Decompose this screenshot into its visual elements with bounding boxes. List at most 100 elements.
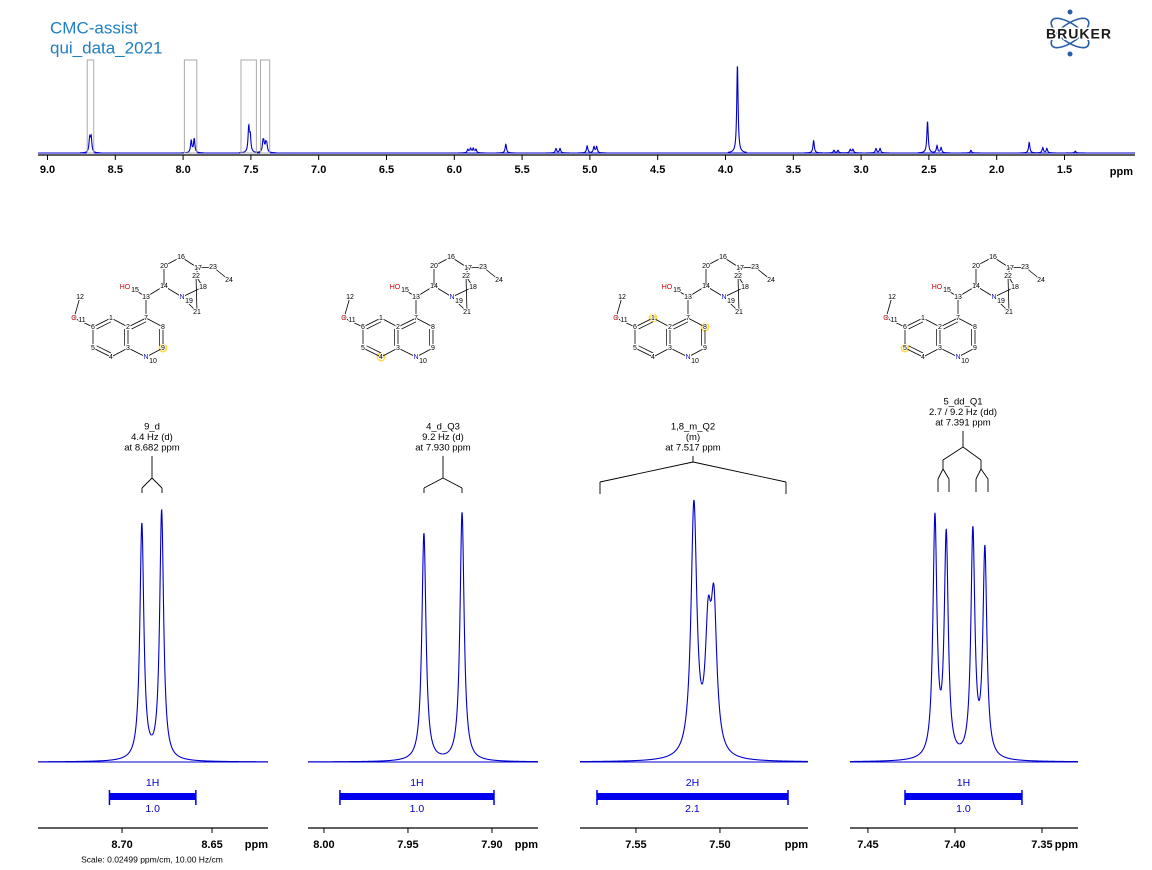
bond — [993, 296, 1010, 313]
peak — [546, 147, 559, 154]
x-tick-label: 5.5 — [514, 164, 529, 176]
bond — [993, 286, 1016, 298]
atom-label: 20 — [702, 263, 710, 270]
bond — [904, 317, 924, 328]
atom-label: HO — [662, 284, 673, 291]
atom-label: 21 — [463, 309, 471, 316]
peak — [590, 145, 596, 153]
bond — [465, 275, 474, 288]
bond — [975, 256, 994, 267]
atom-label: O — [341, 315, 347, 322]
bond — [652, 317, 671, 328]
peak — [1035, 146, 1045, 154]
x-axis-label: ppm — [515, 839, 538, 851]
atom-label: 13 — [142, 294, 150, 301]
multiplet-shift: at 8.682 ppm — [124, 443, 180, 454]
atom-label: 1 — [651, 315, 655, 322]
x-tick-label: 7.50 — [709, 839, 730, 851]
atom-label: 2 — [396, 324, 400, 331]
atom-label: 8 — [703, 324, 707, 331]
atom-label: 1 — [379, 315, 383, 322]
bond — [450, 256, 469, 269]
atom-label: 16 — [177, 254, 185, 261]
atom-label: 2 — [668, 324, 672, 331]
bond — [380, 347, 399, 358]
multiplet-tree — [423, 477, 444, 489]
bond — [676, 289, 689, 298]
bond — [127, 347, 147, 358]
bond — [669, 317, 689, 328]
integral-bar — [339, 793, 494, 800]
peak — [710, 582, 808, 762]
atom-label: 7 — [414, 315, 418, 322]
bond — [723, 286, 746, 298]
bond — [195, 275, 204, 288]
peak — [961, 149, 981, 154]
atom-label: 19 — [455, 298, 463, 305]
bond — [669, 347, 689, 358]
peak — [557, 147, 570, 154]
bond — [634, 347, 654, 358]
atom-label: 20 — [430, 263, 438, 270]
x-tick-label: 8.70 — [111, 839, 132, 851]
bond — [451, 286, 474, 298]
atom-label: N — [143, 354, 148, 361]
multiplet-tree — [937, 468, 944, 480]
atom-label: 13 — [684, 294, 692, 301]
atom-label: 21 — [735, 309, 743, 316]
atom-label: 21 — [1005, 309, 1013, 316]
integral-nucleus: 1H — [957, 777, 970, 789]
bond — [433, 285, 453, 298]
multiplet-tree — [599, 461, 694, 483]
x-tick-label: 8.0 — [175, 164, 190, 176]
region-box — [86, 59, 95, 154]
x-tick-label: 6.0 — [447, 164, 462, 176]
multiplet-tree — [962, 446, 982, 461]
x-tick-label: 9.0 — [40, 164, 55, 176]
atom-label: 8 — [161, 324, 165, 331]
bond — [908, 345, 924, 354]
bond — [145, 285, 165, 298]
multiplet-tree — [692, 461, 787, 483]
integral-nucleus: 1H — [146, 777, 159, 789]
atom-label: 14 — [702, 283, 710, 290]
bond — [922, 317, 941, 328]
integral-nucleus: 1H — [410, 777, 423, 789]
bond — [96, 321, 112, 330]
atom-label: 7 — [144, 315, 148, 322]
bond — [195, 267, 199, 277]
bond — [397, 317, 417, 328]
atom-label: 3 — [668, 345, 672, 352]
atom-label: 9 — [431, 345, 435, 352]
bond — [134, 289, 147, 298]
logo-orbit — [1050, 17, 1090, 49]
peak — [978, 544, 1078, 763]
x-tick-label: 1.5 — [1057, 164, 1072, 176]
bond — [754, 266, 772, 281]
peak — [580, 499, 702, 763]
atom-label: 4 — [379, 354, 383, 361]
peak — [877, 147, 890, 154]
bond — [343, 317, 364, 328]
peak — [263, 137, 266, 145]
bond — [885, 317, 906, 328]
bond — [433, 256, 452, 267]
atom-label: 12 — [618, 294, 626, 301]
atom-label: O — [883, 315, 889, 322]
atom-label: 9 — [973, 345, 977, 352]
bond — [922, 347, 941, 358]
bond — [638, 345, 654, 354]
bond — [957, 285, 977, 298]
atom-label: 22 — [734, 273, 742, 280]
peak — [700, 594, 712, 685]
peak — [959, 526, 980, 745]
integral-value: 1.0 — [956, 803, 971, 815]
atom-label: 17 — [1006, 265, 1014, 272]
bond — [904, 347, 924, 358]
atom-label: 11 — [620, 317, 627, 324]
peak — [595, 145, 607, 154]
atom-label: 4 — [921, 354, 925, 361]
bond — [92, 317, 112, 328]
bond — [737, 275, 746, 288]
bond — [467, 266, 484, 269]
